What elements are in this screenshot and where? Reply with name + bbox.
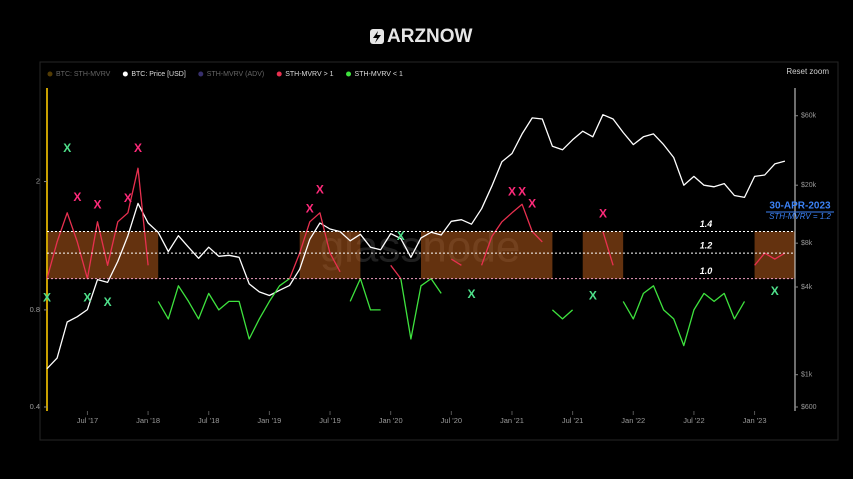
- logo-bolt: [373, 31, 381, 43]
- x-tick-label: Jul '17: [77, 416, 98, 425]
- legend-swatch: [276, 71, 282, 77]
- marker: X: [508, 185, 516, 199]
- marker: X: [94, 197, 102, 211]
- x-tick-label: Jul '20: [441, 416, 462, 425]
- x-tick-label: Jan '18: [136, 416, 160, 425]
- marker: X: [134, 141, 142, 155]
- legend-label: STH-MVRV (ADV): [207, 71, 264, 78]
- legend-item[interactable]: BTC: Price [USD]: [122, 71, 186, 78]
- legend-label: STH-MVRV > 1: [285, 71, 333, 78]
- y-tick-label: 0.4: [30, 402, 40, 411]
- marker: X: [73, 190, 81, 204]
- marker: X: [63, 141, 71, 155]
- legend-swatch: [346, 71, 352, 77]
- y-tick-label: 0.8: [30, 305, 40, 314]
- zone: [47, 231, 159, 279]
- marker: X: [599, 207, 607, 221]
- y2-tick-label: $1k: [801, 372, 813, 379]
- x-tick-label: Jul '18: [198, 416, 219, 425]
- annotation-text: STH-MVRV = 1.2: [769, 212, 831, 221]
- x-tick-label: Jul '21: [562, 416, 583, 425]
- reference-label: 1.2: [700, 240, 713, 250]
- legend-item[interactable]: BTC: STH-MVRV: [47, 71, 111, 78]
- reference-label: 1.4: [700, 219, 713, 229]
- marker: X: [518, 185, 526, 199]
- x-tick-label: Jan '20: [379, 416, 403, 425]
- marker: X: [468, 287, 476, 301]
- marker: X: [589, 289, 597, 303]
- legend-swatch: [122, 71, 128, 77]
- marker: X: [771, 284, 779, 298]
- x-tick-label: Jan '21: [500, 416, 524, 425]
- brand: ARZNOW: [387, 26, 473, 47]
- x-tick-label: Jan '22: [621, 416, 645, 425]
- legend-swatch: [47, 71, 53, 77]
- y2-tick-label: $60k: [801, 113, 817, 120]
- series-line: [157, 277, 746, 347]
- y2-tick-label: $600: [801, 404, 817, 411]
- legend-item[interactable]: STH-MVRV (ADV): [198, 71, 264, 78]
- legend-label: BTC: Price [USD]: [131, 71, 186, 78]
- y-tick-label: 2: [36, 177, 40, 186]
- marker: X: [528, 196, 536, 210]
- y2-tick-label: $20k: [801, 182, 817, 189]
- x-tick-label: Jul '19: [319, 416, 340, 425]
- legend-label: STH-MVRV < 1: [355, 71, 403, 78]
- legend-label: BTC: STH-MVRV: [56, 71, 111, 78]
- zone: [421, 231, 553, 279]
- series-line: [46, 114, 786, 370]
- legend-item[interactable]: STH-MVRV > 1: [276, 71, 334, 78]
- marker: X: [104, 295, 112, 309]
- y2-tick-label: $4k: [801, 284, 813, 291]
- zone: [582, 231, 624, 279]
- x-tick-label: Jan '23: [743, 416, 767, 425]
- reset-zoom[interactable]: Reset zoom: [786, 67, 829, 76]
- marker: X: [124, 191, 132, 205]
- marker: X: [316, 182, 324, 196]
- reference-label: 1.0: [700, 266, 713, 276]
- x-tick-label: Jan '19: [257, 416, 281, 425]
- annotation-date: 30-APR-2023: [769, 201, 831, 212]
- marker: X: [397, 229, 405, 243]
- legend-swatch: [198, 71, 204, 77]
- y2-tick-label: $8k: [801, 240, 813, 247]
- series-line: [46, 167, 786, 280]
- zone: [299, 231, 361, 279]
- marker: X: [83, 290, 91, 304]
- plot-frame: [39, 61, 839, 441]
- x-tick-label: Jul '22: [683, 416, 704, 425]
- marker: X: [306, 202, 314, 216]
- logo: ARZNOW: [370, 26, 473, 47]
- marker: X: [43, 290, 51, 304]
- legend-item[interactable]: STH-MVRV < 1: [346, 71, 403, 78]
- zone: [754, 231, 795, 279]
